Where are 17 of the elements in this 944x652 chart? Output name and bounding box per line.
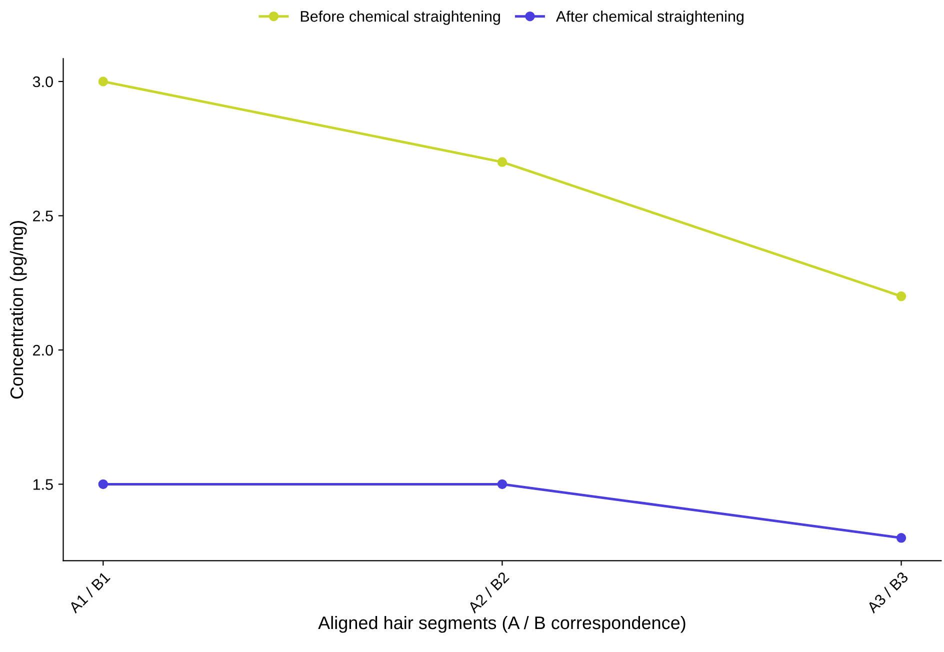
- y-tick-label: 3.0: [32, 76, 53, 88]
- point: [896, 291, 906, 302]
- point: [896, 533, 906, 543]
- legend-label: Before chemical straightening: [300, 10, 500, 25]
- y-tick-label: 2.5: [33, 210, 53, 222]
- point: [497, 479, 508, 490]
- x-axis-title: Aligned hair segments (A / B correspondence): [318, 616, 686, 633]
- legend-label: After chemical straightening: [556, 10, 744, 25]
- point: [497, 157, 508, 167]
- point: [98, 76, 108, 86]
- y-axis-title: Concentration (pg/mg): [10, 220, 27, 399]
- x-tick-label: A1 / B1: [68, 570, 111, 614]
- y-tick-label: 1.5: [33, 479, 53, 490]
- point: [98, 479, 108, 490]
- x-tick-label: A2 / B2: [466, 570, 510, 614]
- y-tick-label: 2.0: [33, 344, 53, 356]
- x-tick-label: A3 / B3: [866, 570, 909, 614]
